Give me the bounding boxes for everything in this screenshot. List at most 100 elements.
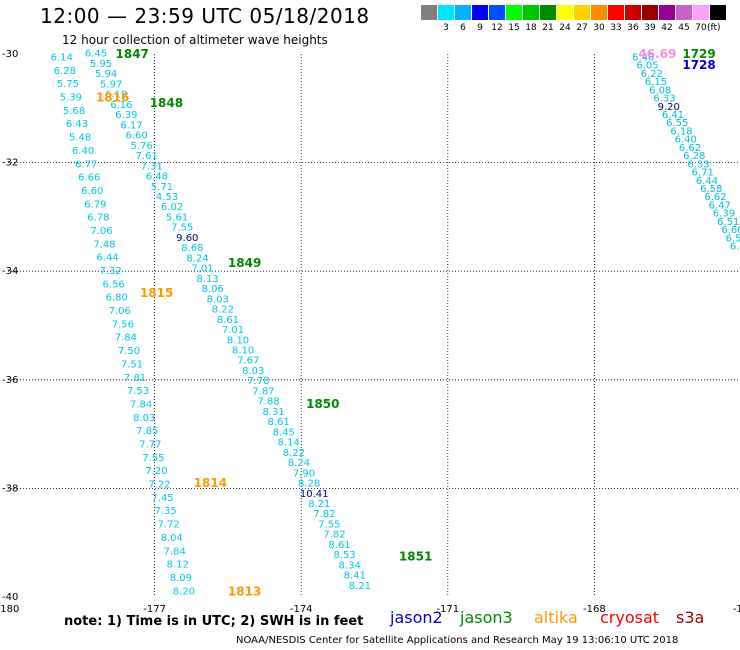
wave-height-value: 8.03: [207, 294, 229, 305]
legend-swatch: [710, 5, 727, 20]
wave-height-value: 6.16: [110, 100, 132, 111]
wave-height-value: 6.14: [51, 53, 73, 64]
wave-height-value: 8.45: [273, 427, 295, 438]
wave-height-value: 9.20: [658, 102, 680, 113]
pass-time-label: 1816: [96, 90, 129, 104]
wave-height-value: 8.34: [339, 560, 361, 571]
pass-time-label: 1729: [682, 47, 715, 61]
wave-height-value: 6.77: [75, 159, 97, 170]
wave-height-value: 7.06: [90, 226, 112, 237]
wave-height-value: 8.20: [173, 586, 195, 597]
legend-swatch: [642, 5, 659, 20]
wave-height-value: 8.22: [212, 305, 234, 316]
wave-height-value: 5.71: [151, 182, 173, 193]
wave-height-value: 6.44: [696, 176, 718, 187]
lon-tick-label: -177: [143, 604, 166, 615]
lon-tick-label: -168: [583, 604, 606, 615]
wave-height-value: 7.53: [127, 386, 149, 397]
legend-swatch: [591, 5, 608, 20]
pass-time-label: 1850: [306, 397, 339, 411]
wave-height-value: 8.41: [344, 571, 366, 582]
wave-height-value: 7.61: [136, 151, 158, 162]
legend-label: 3: [443, 23, 449, 33]
legend-label: 21: [542, 23, 554, 33]
wave-height-value: 5.76: [130, 141, 152, 152]
wave-height-value: 8.28: [298, 479, 320, 490]
wave-height-value: 7.01: [191, 264, 213, 275]
wave-height-value: 7.88: [257, 397, 279, 408]
wave-height-value: 6.48: [146, 172, 168, 183]
wave-height-value: 8.04: [161, 533, 183, 544]
wave-height-value: 6.39: [115, 110, 137, 121]
wave-height-value: 7.35: [154, 506, 176, 517]
legend-label: 9: [477, 23, 483, 33]
legend-swatch: [438, 5, 455, 20]
pass-time-label: 1849: [228, 256, 261, 270]
lat-tick-label: -30: [2, 49, 18, 60]
wave-height-value: 8.53: [333, 550, 355, 561]
wave-height-value: 10.41: [300, 489, 329, 500]
wave-height-value: 8.24: [186, 253, 208, 264]
wave-height-value: 6.45: [85, 49, 107, 60]
legend-swatch: [557, 5, 574, 20]
wave-height-value: 8.10: [232, 345, 254, 356]
wave-height-value: 7.22: [148, 480, 170, 491]
lon-tick-label: -180: [0, 604, 19, 615]
wave-height-value: 6.19: [105, 90, 127, 101]
legend-swatch: [574, 5, 591, 20]
legend-swatch: [489, 5, 506, 20]
legend-label: 24: [559, 23, 571, 33]
satellite-name: jason3: [460, 608, 513, 627]
wave-height-value: 4.53: [156, 192, 178, 203]
wave-height-value: 7.50: [118, 346, 140, 357]
wave-height-value: 6.08: [649, 85, 671, 96]
wave-height-value: 5.97: [100, 79, 122, 90]
legend-label: 45: [678, 23, 690, 33]
pass-time-label: 1847: [116, 47, 149, 61]
pass-time-label: 1848: [150, 96, 183, 110]
wave-height-value: 8.10: [227, 335, 249, 346]
pass-time-labels: 1847 1848 1849 1850 1851 1816 1815 1814 1813 1729…: [96, 47, 716, 599]
legend-label: 70: [695, 23, 707, 33]
satellite-tracks: 6.14 6.28 5.75 5.39 5.68 6.43 5.48 6.40 6.77 6.66…: [51, 49, 740, 598]
wave-height-value: 6.49: [730, 241, 740, 252]
legend-label: 6: [460, 23, 466, 33]
legend-swatch: [472, 5, 489, 20]
wave-height-value: 6.05: [636, 61, 658, 72]
wave-height-value: 8.61: [328, 540, 350, 551]
wave-height-value: 6.60: [81, 186, 103, 197]
legend-label: 27: [576, 23, 588, 33]
wave-height-value: 8.14: [278, 438, 300, 449]
wave-height-value: 7.87: [252, 386, 274, 397]
satellite-name: s3a: [676, 608, 705, 627]
wave-height-value: 7.31: [141, 161, 163, 172]
wave-height-value: 6.33: [653, 94, 675, 105]
legend-swatch: [540, 5, 557, 20]
wave-height-value: 7.45: [151, 493, 173, 504]
map-subtitle: 12 hour collection of altimeter wave hei…: [62, 33, 328, 47]
wave-height-value: 6.60: [721, 225, 740, 236]
pass-time-label: 1851: [399, 549, 432, 563]
wave-height-value: 6.60: [125, 131, 147, 142]
wave-height-value: 8.24: [288, 458, 310, 469]
legend-swatch: [506, 5, 523, 20]
lat-tick-label: -36: [2, 375, 18, 386]
wave-height-value: 6.28: [683, 151, 705, 162]
map-title: 12:00 — 23:59 UTC 05/18/2018: [40, 4, 370, 28]
wave-height-value: 7.48: [93, 239, 115, 250]
wave-height-value: 6.17: [120, 120, 142, 131]
wave-height-value: 6.78: [87, 213, 109, 224]
wave-height-value: 8.22: [283, 448, 305, 459]
axis-tick-labels: -180 -177 -174 -171 -168 -16 -30 -32 -34 -36 -38 -4…: [0, 49, 740, 615]
wave-height-value: 6.46: [632, 53, 654, 64]
wave-height-value: 6.39: [713, 209, 735, 220]
wave-height-value: 7.20: [145, 466, 167, 477]
legend-label: 15: [508, 23, 520, 33]
wave-height-value: 7.01: [222, 325, 244, 336]
lat-tick-label: -34: [2, 266, 18, 277]
legend-swatch: [608, 5, 625, 20]
legend-swatch: [676, 5, 693, 20]
legend-label: 30: [593, 23, 605, 33]
wave-height-value: 6.40: [72, 146, 94, 157]
legend-swatch: [693, 5, 710, 20]
